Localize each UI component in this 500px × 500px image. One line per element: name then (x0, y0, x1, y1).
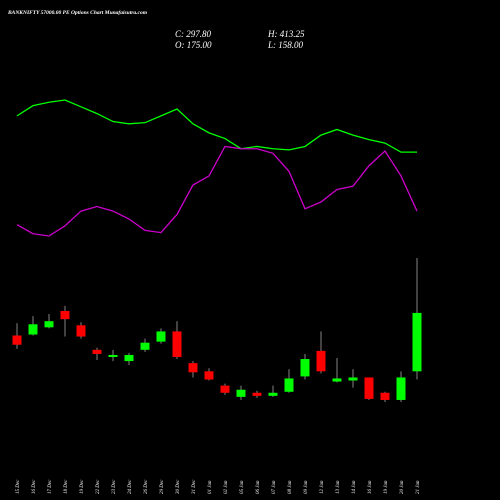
x-tick-label: 31 Dec (192, 479, 197, 494)
indicator-line (16, 99, 417, 153)
candle-body (332, 378, 342, 382)
x-tick-label: 26 Dec (144, 479, 149, 494)
x-tick-label: 30 Dec (176, 479, 181, 494)
x-tick-label: 19 Dec (80, 479, 85, 494)
candle-body (60, 310, 70, 320)
candle-body (396, 377, 406, 400)
x-tick-label: 18 Dec (64, 479, 69, 494)
x-tick-label: 13 Jan (336, 480, 341, 494)
candle-body (44, 321, 54, 328)
candle-body (76, 325, 86, 337)
candle-body (252, 392, 262, 396)
candle-body (364, 377, 374, 399)
x-tick-label: 16 Jan (368, 480, 373, 494)
high-label: H: 413.25 (267, 29, 305, 39)
candle-body (268, 392, 278, 396)
candle-body (380, 392, 390, 400)
candle-body (156, 331, 166, 342)
candle-body (92, 349, 102, 354)
x-tick-label: 20 Jan (400, 480, 405, 494)
x-tick-label: 29 Dec (160, 479, 165, 494)
candle-body (28, 324, 38, 335)
x-tick-label: 05 Jan (240, 480, 245, 494)
candle-body (140, 342, 150, 350)
x-tick-label: 12 Jan (320, 480, 325, 494)
candle-body (284, 378, 294, 392)
x-tick-label: 24 Dec (128, 479, 133, 494)
x-tick-label: 17 Dec (48, 479, 53, 494)
candle-body (188, 363, 198, 373)
candle-body (172, 331, 182, 358)
candle-body (12, 335, 22, 345)
candle-body (236, 389, 246, 397)
x-tick-label: 14 Jan (352, 480, 357, 494)
candle-body (348, 377, 358, 381)
candle-body (220, 385, 230, 393)
candle-body (204, 371, 214, 380)
x-tick-label: 21 Jan (416, 480, 421, 494)
x-tick-label: 19 Jan (384, 480, 389, 494)
x-tick-label: 23 Dec (112, 479, 117, 494)
indicator-line (16, 145, 418, 237)
candle-body (412, 312, 422, 372)
x-tick-label: 16 Dec (32, 479, 37, 494)
x-tick-label: 08 Jan (288, 480, 293, 494)
x-tick-label: 06 Jan (256, 480, 261, 494)
x-tick-label: 09 Jan (304, 480, 309, 494)
candle-body (316, 350, 326, 372)
candle-body (108, 354, 118, 358)
x-tick-label: 01 Jan (208, 480, 213, 494)
x-tick-label: 15 Dec (16, 479, 21, 494)
x-tick-label: 02 Jan (224, 480, 229, 494)
open-label: O: 175.00 (175, 40, 212, 50)
x-tick-label: 22 Dec (96, 479, 101, 494)
low-label: L: 158.00 (267, 40, 304, 50)
close-label: C: 297.80 (175, 29, 212, 39)
candle-body (300, 359, 310, 377)
x-tick-label: 07 Jan (272, 480, 277, 494)
candle-body (124, 354, 134, 362)
chart-title: BANKNIFTY 57000.00 PE Options Chart Muna… (7, 10, 148, 16)
